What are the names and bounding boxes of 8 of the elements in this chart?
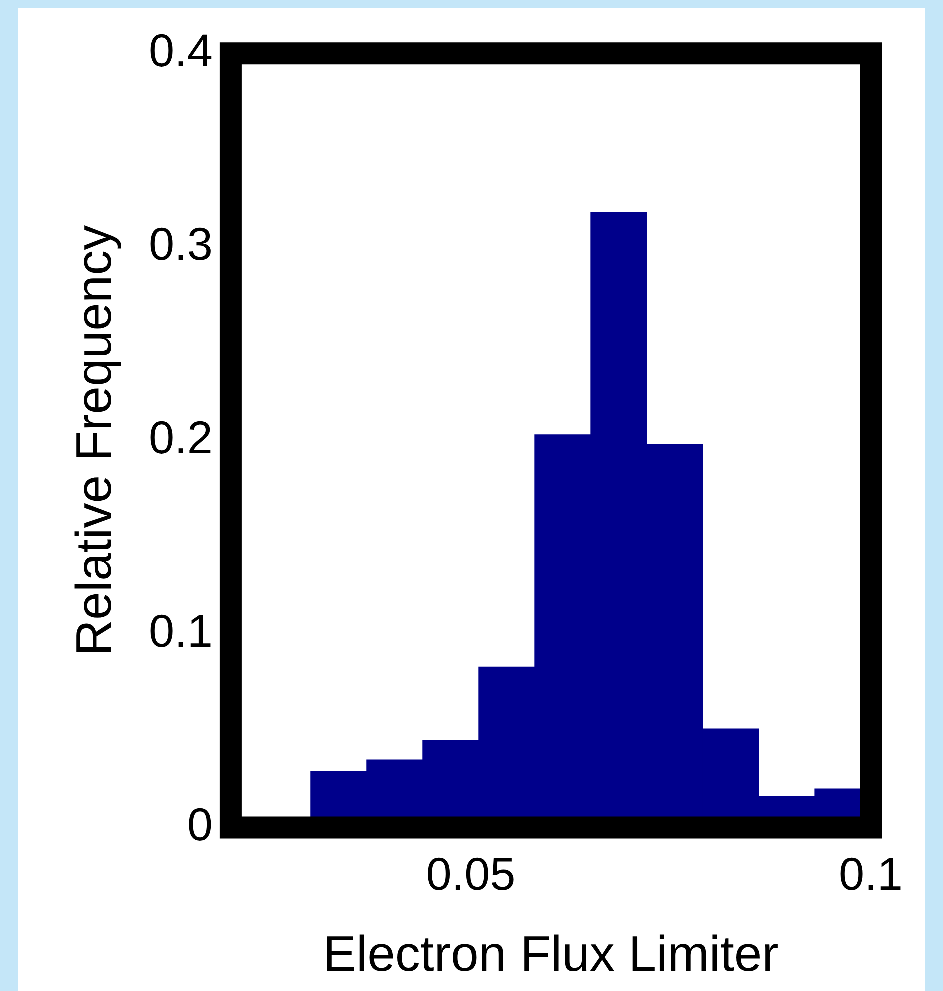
y-tick-label: 0.3 bbox=[148, 218, 213, 270]
y-tick-label: 0 bbox=[187, 798, 213, 850]
y-tick-label: 0.1 bbox=[148, 604, 213, 657]
x-tick-label: 0.05 bbox=[426, 848, 516, 900]
y-tick-label: 0.2 bbox=[148, 411, 213, 464]
y-tick-label: 0.4 bbox=[148, 24, 213, 76]
y-axis-title: Relative Frequency bbox=[66, 225, 122, 656]
x-axis-title: Electron Flux Limiter bbox=[323, 926, 779, 982]
